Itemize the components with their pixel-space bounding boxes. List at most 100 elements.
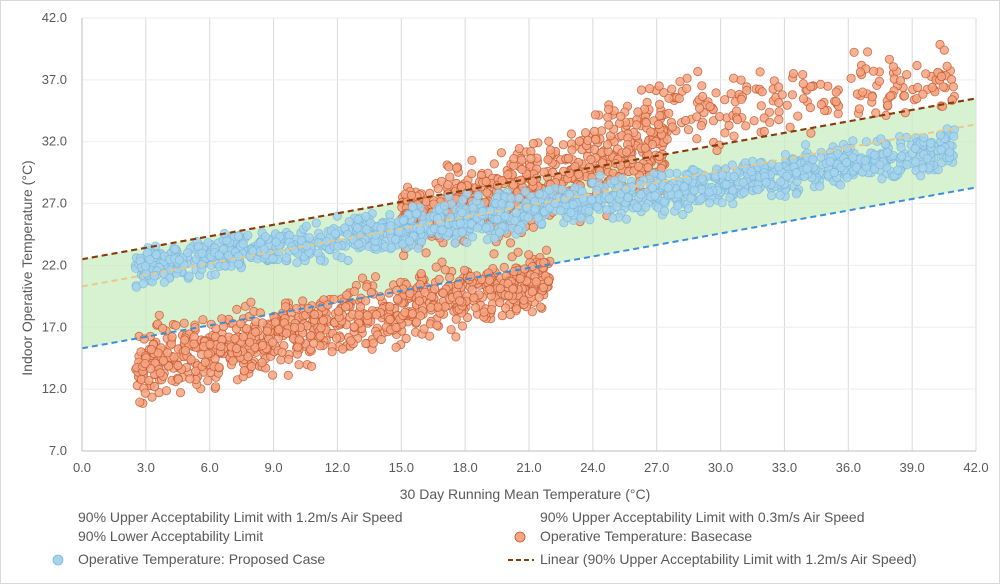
basecase-point	[517, 164, 527, 174]
basecase-point	[228, 356, 238, 366]
basecase-point	[871, 108, 881, 118]
basecase-point	[641, 118, 651, 128]
basecase-point	[621, 147, 632, 157]
proposed-point	[679, 182, 689, 192]
proposed-point	[683, 203, 694, 214]
basecase-point	[541, 245, 552, 255]
basecase-point	[451, 314, 461, 324]
basecase-point	[303, 303, 313, 313]
proposed-point	[220, 261, 230, 271]
proposed-case-points	[130, 124, 959, 292]
x-axis-label: 30 Day Running Mean Temperature (°C)	[400, 486, 650, 502]
proposed-point	[259, 244, 269, 254]
proposed-point	[761, 177, 771, 188]
proposed-point	[657, 171, 667, 181]
basecase-point	[773, 82, 784, 92]
basecase-point	[189, 339, 199, 349]
basecase-point	[407, 309, 418, 319]
basecase-point	[833, 109, 843, 119]
basecase-point	[895, 76, 906, 86]
basecase-point	[545, 145, 556, 155]
proposed-point	[568, 199, 578, 209]
proposed-point	[586, 195, 597, 205]
proposed-point	[289, 245, 300, 255]
basecase-point	[481, 176, 491, 187]
x-tick-label: 21.0	[516, 460, 541, 475]
proposed-point	[385, 210, 395, 220]
proposed-point	[766, 191, 777, 201]
basecase-point	[590, 110, 601, 120]
basecase-point	[434, 274, 444, 284]
basecase-point	[355, 302, 365, 312]
basecase-point	[696, 121, 706, 131]
proposed-point	[882, 147, 892, 158]
basecase-point	[306, 330, 316, 341]
basecase-point	[203, 376, 213, 386]
basecase-point	[742, 85, 752, 96]
proposed-point	[650, 191, 660, 201]
basecase-point	[728, 73, 739, 83]
basecase-point	[239, 366, 249, 376]
basecase-point	[414, 296, 424, 306]
proposed-point	[916, 171, 926, 181]
basecase-point	[443, 180, 453, 190]
y-tick-label: 27.0	[42, 196, 67, 211]
proposed-point	[584, 206, 594, 216]
proposed-point	[663, 183, 673, 193]
basecase-point	[694, 103, 705, 113]
legend-label: Operative Temperature: Basecase	[540, 528, 752, 544]
proposed-point	[556, 205, 566, 216]
proposed-point	[523, 213, 533, 223]
basecase-point	[765, 117, 775, 128]
basecase-point	[640, 143, 650, 153]
y-tick-label: 22.0	[42, 257, 67, 272]
basecase-point	[683, 125, 694, 135]
basecase-point	[149, 381, 160, 392]
proposed-point	[281, 253, 291, 263]
basecase-point	[720, 95, 730, 105]
limit-lines	[81, 97, 977, 350]
basecase-point	[155, 368, 165, 378]
basecase-point	[936, 71, 947, 82]
x-tick-label: 36.0	[836, 460, 861, 475]
proposed-point	[467, 232, 478, 242]
basecase-point	[902, 70, 912, 80]
basecase-point	[543, 276, 554, 286]
basecase-point	[508, 180, 519, 190]
basecase-point	[262, 326, 272, 336]
proposed-point	[717, 170, 728, 180]
basecase-point	[527, 307, 537, 317]
basecase-point	[900, 108, 910, 118]
basecase-point	[798, 94, 809, 104]
basecase-point	[294, 360, 304, 370]
proposed-point	[870, 150, 880, 160]
proposed-point	[481, 223, 491, 233]
basecase-point	[504, 290, 514, 301]
basecase-point	[787, 90, 798, 100]
proposed-point	[544, 185, 554, 195]
x-tick-label: 9.0	[265, 460, 283, 475]
basecase-point	[289, 322, 300, 332]
basecase-point	[782, 100, 792, 110]
proposed-point	[468, 203, 478, 213]
limit-line	[81, 186, 977, 350]
proposed-point	[775, 190, 785, 200]
proposed-point	[457, 227, 467, 237]
basecase-point	[849, 47, 859, 57]
basecase-point	[867, 92, 877, 102]
proposed-point	[437, 225, 447, 235]
proposed-point	[704, 198, 715, 208]
legend-label: Operative Temperature: Proposed Case	[78, 551, 325, 567]
basecase-point	[806, 128, 816, 138]
basecase-point	[855, 67, 866, 77]
proposed-point	[238, 239, 248, 249]
basecase-point	[526, 153, 536, 164]
basecase-point	[173, 374, 183, 384]
proposed-point	[566, 208, 576, 218]
basecase-point	[563, 154, 574, 164]
proposed-point	[234, 259, 244, 269]
basecase-point	[777, 90, 787, 100]
basecase-point	[528, 222, 539, 232]
proposed-point	[696, 194, 706, 204]
basecase-point	[692, 112, 702, 122]
